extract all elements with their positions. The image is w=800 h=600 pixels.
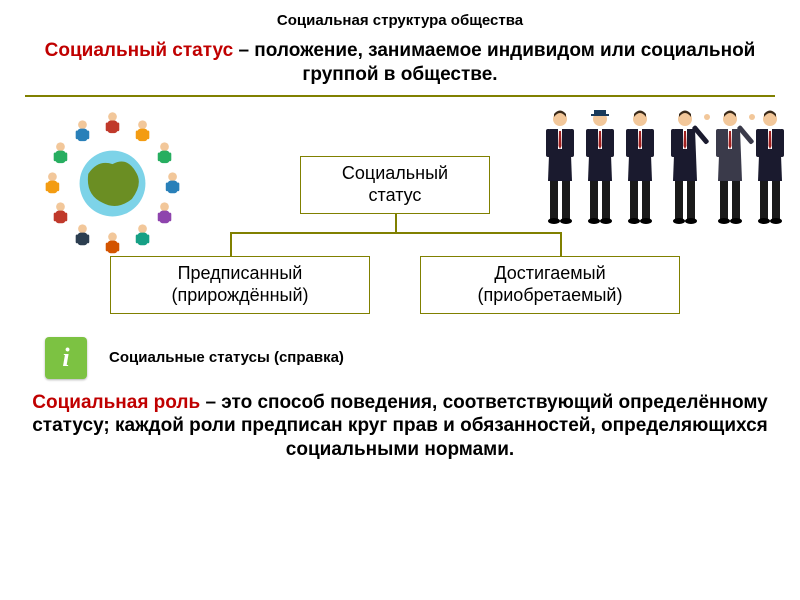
- bottom-term: Социальная роль: [32, 392, 200, 413]
- divider: [25, 95, 775, 97]
- connector: [230, 232, 560, 234]
- people-circle-icon: [35, 106, 190, 261]
- connector: [560, 232, 562, 256]
- info-glyph: i: [62, 343, 69, 373]
- info-label: Социальные статусы (справка): [109, 349, 344, 366]
- subtitle: Социальный статус – положение, занимаемо…: [0, 29, 800, 95]
- diagram-area: Социальный статус Предписанный (прирождё…: [0, 101, 800, 331]
- subtitle-term: Социальный статус: [45, 40, 234, 61]
- connector: [395, 214, 397, 234]
- slide-title: Социальная структура общества: [0, 0, 800, 29]
- connector: [230, 232, 232, 256]
- info-icon[interactable]: i: [45, 337, 87, 379]
- business-people-icon: [540, 101, 790, 231]
- bottom-definition: Социальная роль – это способ поведения, …: [0, 379, 800, 462]
- box-achieved: Достигаемый (приобретаемый): [420, 256, 680, 314]
- box-prescribed: Предписанный (прирождённый): [110, 256, 370, 314]
- box-social-status: Социальный статус: [300, 156, 490, 214]
- info-row: i Социальные статусы (справка): [0, 337, 800, 379]
- subtitle-rest: – положение, занимаемое индивидом или со…: [233, 40, 755, 85]
